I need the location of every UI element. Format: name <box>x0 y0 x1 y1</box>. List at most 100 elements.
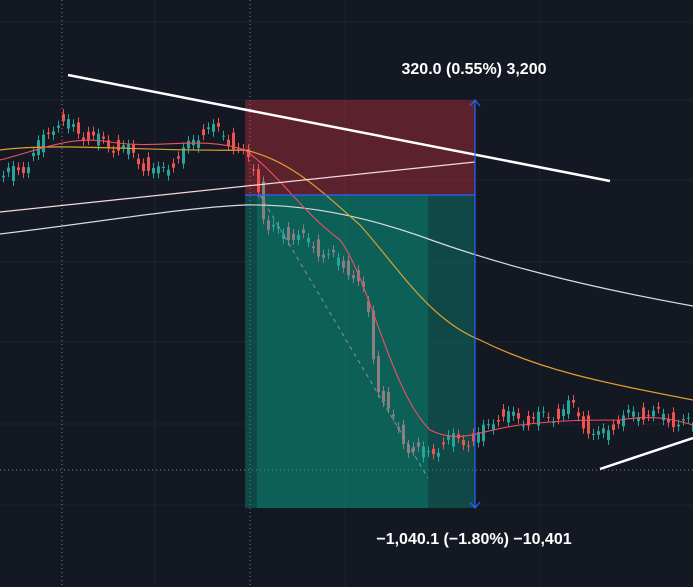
filled-zone <box>257 195 428 508</box>
candle-body <box>177 156 180 159</box>
candle-body <box>72 124 75 127</box>
candle-body <box>467 445 470 447</box>
candle-body <box>42 134 45 153</box>
candle-body <box>17 167 20 171</box>
candle-body <box>377 356 380 393</box>
candle-body <box>682 419 685 421</box>
candle-body <box>677 424 680 427</box>
candle-body <box>87 131 90 141</box>
candle-body <box>217 122 220 127</box>
stop-zone <box>245 195 475 508</box>
candle-body <box>417 442 420 447</box>
candle-body <box>207 127 210 130</box>
candle-body <box>317 239 320 257</box>
range-measure <box>245 99 481 509</box>
candle-body <box>512 411 515 416</box>
candle-body <box>297 234 300 240</box>
candle-body <box>392 414 395 417</box>
candle-body <box>427 451 430 453</box>
candle-body <box>262 181 265 220</box>
candle-body <box>447 435 450 440</box>
candle-body <box>182 147 185 164</box>
candle-body <box>302 229 305 233</box>
candle-body <box>142 163 145 172</box>
candle-body <box>582 416 585 429</box>
candle-body <box>257 168 260 193</box>
candle-body <box>32 152 35 157</box>
candle-body <box>227 139 230 146</box>
candle-body <box>502 409 505 417</box>
candle-body <box>102 136 105 139</box>
candle-body <box>342 260 345 268</box>
candle-body <box>472 433 475 442</box>
candle-body <box>202 129 205 136</box>
candle-body <box>652 410 655 417</box>
candle-body <box>612 424 615 430</box>
candle-body <box>137 158 140 165</box>
candle-body <box>372 310 375 360</box>
candle-body <box>657 407 660 409</box>
candle-body <box>47 132 50 134</box>
moving-average-long <box>0 204 693 307</box>
candle-body <box>222 135 225 137</box>
candle-body <box>62 114 65 122</box>
candle-body <box>537 411 540 426</box>
candle-body <box>152 168 155 174</box>
candle-body <box>557 408 560 420</box>
candle-body <box>462 440 465 446</box>
candle-body <box>52 131 55 135</box>
candle-body <box>312 246 315 249</box>
candle-body <box>452 433 455 447</box>
candle-body <box>387 391 390 409</box>
candle-body <box>197 140 200 148</box>
candle-body <box>382 390 385 403</box>
candle-body <box>167 169 170 176</box>
candle-body <box>367 300 370 313</box>
candle-body <box>517 413 520 419</box>
candle-body <box>647 415 650 417</box>
candle-body <box>277 226 280 229</box>
candle-body <box>522 425 525 427</box>
candle-body <box>627 409 630 413</box>
candle-body <box>57 125 60 128</box>
moving-average-short <box>0 139 693 438</box>
candle-body <box>432 448 435 455</box>
candle-body <box>527 415 530 426</box>
moving-average-mid <box>0 146 693 401</box>
candle-body <box>437 452 440 457</box>
candle-body <box>562 409 565 417</box>
candle-body <box>592 433 595 436</box>
candle-body <box>347 260 350 276</box>
target-label: 320.0 (0.55%) 3,200 <box>402 61 547 78</box>
candle-body <box>402 424 405 444</box>
candle-body <box>542 411 545 413</box>
candle-body <box>577 412 580 417</box>
candle-body <box>162 166 165 168</box>
candle-body <box>532 417 535 419</box>
candle-body <box>497 420 500 422</box>
candle-body <box>92 131 95 136</box>
candle-body <box>292 233 295 240</box>
candle-body <box>232 132 235 150</box>
candle-body <box>687 417 690 419</box>
candle-body <box>77 122 80 134</box>
projection-line <box>259 194 429 479</box>
candle-body <box>337 257 340 266</box>
candle-body <box>157 166 160 174</box>
candle-body <box>547 417 550 419</box>
candle-body <box>442 442 445 445</box>
trend-line <box>0 161 476 213</box>
candle-body <box>507 411 510 423</box>
candle-body <box>107 140 110 148</box>
candle-body <box>307 237 310 243</box>
candle-body <box>27 167 30 174</box>
candle-body <box>572 400 575 403</box>
candle-body <box>97 133 100 146</box>
candle-body <box>212 124 215 132</box>
candle-body <box>122 145 125 148</box>
candle-body <box>412 447 415 452</box>
candle-body <box>127 144 130 155</box>
candle-body <box>587 415 590 434</box>
stop-label: −1,040.1 (−1.80%) −10,401 <box>376 531 571 548</box>
